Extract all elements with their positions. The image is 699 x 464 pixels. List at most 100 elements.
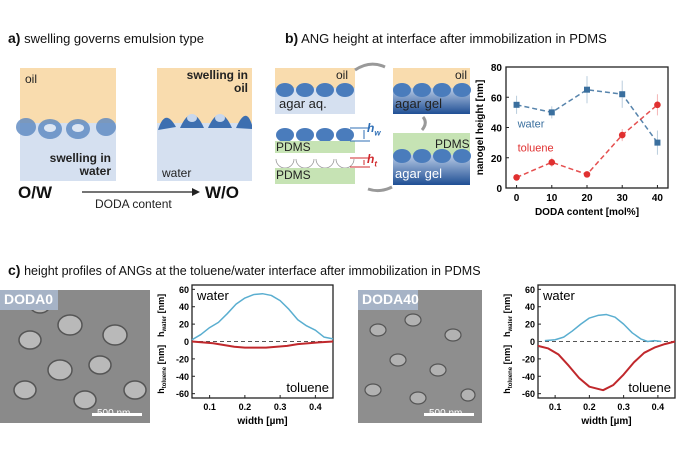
panel-b-letter: b) xyxy=(285,30,299,46)
y-tick-label: 60 xyxy=(179,285,189,295)
panel-b-title-text: ANG height at interface after immobiliza… xyxy=(301,31,607,46)
data-point-water xyxy=(548,109,555,116)
label-pdms-w: PDMS xyxy=(276,140,311,154)
legend-label-toluene: toluene xyxy=(286,380,329,395)
series-line-toluene xyxy=(191,340,334,349)
y-tick-label: 0 xyxy=(530,337,535,347)
data-point-water xyxy=(654,139,661,146)
ht-indicator xyxy=(350,157,370,168)
panel-a-title: a) swelling governs emulsion type xyxy=(8,30,204,46)
x-axis-label: width [µm] xyxy=(580,416,631,427)
y-tick-label: 20 xyxy=(525,320,535,330)
y-tick-label: 80 xyxy=(491,63,503,74)
panel-b-title: b) ANG height at interface after immobil… xyxy=(285,30,607,46)
label-ow: O/W xyxy=(18,183,52,202)
y-tick-label: 0 xyxy=(496,184,502,195)
x-tick-label: 40 xyxy=(652,193,664,204)
panel-c-title: c) height profiles of ANGs at the toluen… xyxy=(8,262,481,278)
y-axis-label-water: hwater [nm] xyxy=(502,294,514,337)
x-tick-label: 0.4 xyxy=(309,402,322,412)
label-hw-sub: w xyxy=(374,128,381,138)
series-line-water xyxy=(544,313,662,343)
label-agar-aq: agar aq. xyxy=(279,96,327,111)
data-point-toluene xyxy=(654,101,661,109)
panel-a-letter: a) xyxy=(8,30,21,46)
series-line-water xyxy=(516,88,659,144)
arrow-icon xyxy=(420,116,427,131)
x-tick-label: 0.1 xyxy=(203,402,216,412)
legend-label-water: water xyxy=(517,119,545,131)
arrow-icon xyxy=(354,62,386,72)
arrow-head-icon xyxy=(192,188,200,196)
y-tick-label: 40 xyxy=(179,302,189,312)
x-tick-label: 0.2 xyxy=(239,402,252,412)
label-ht: h xyxy=(367,152,375,166)
label-oil-right: oil xyxy=(455,68,468,82)
x-tick-label: 0.1 xyxy=(549,402,562,412)
label-doda-content: DODA content xyxy=(95,197,172,211)
scale-bar-label-1: 500 nm xyxy=(97,408,131,419)
x-tick-label: 0.3 xyxy=(617,402,630,412)
series-line-toluene xyxy=(537,340,676,392)
x-tick-label: 10 xyxy=(546,193,558,204)
x-tick-label: 0.3 xyxy=(274,402,287,412)
nanogels-left xyxy=(16,118,116,139)
data-point-water xyxy=(584,86,590,93)
scale-bar-label-2: 500 nm xyxy=(429,408,463,419)
data-point-toluene xyxy=(548,158,556,166)
sem-image-doda0 xyxy=(0,290,150,423)
y-tick-label: -20 xyxy=(176,354,189,364)
label-oil-left: oil xyxy=(25,72,38,86)
sem-image-doda40 xyxy=(358,290,482,423)
oil-phase-right xyxy=(157,68,252,123)
y-axis-label-toluene: htoluene [nm] xyxy=(502,345,514,394)
panel-b-schematic xyxy=(275,62,471,193)
data-point-water xyxy=(513,101,520,108)
nanogels-right xyxy=(158,114,252,130)
label-swelling-in-oil: swelling in oil xyxy=(186,68,248,95)
x-axis-label: DODA content [mol%] xyxy=(535,207,639,218)
y-axis-label: nanogel height [nm] xyxy=(475,80,486,176)
x-tick-label: 0.4 xyxy=(652,402,665,412)
y-tick-label: 20 xyxy=(491,154,503,165)
panel-a-title-text: swelling governs emulsion type xyxy=(24,31,205,46)
label-hw: h xyxy=(367,121,375,135)
legend-label-water: water xyxy=(196,288,229,303)
legend-label-toluene: toluene xyxy=(518,143,554,155)
doda-height-chart: 0 20 40 60 80 0 10 20 30 40 DODA content [mol%] nan… xyxy=(475,63,669,218)
y-tick-label: 40 xyxy=(491,124,503,135)
y-tick-label: 0 xyxy=(184,337,189,347)
label-ht-sub: t xyxy=(374,159,378,169)
nanogels-pdms xyxy=(276,128,354,142)
label-agar-gel-1: agar gel xyxy=(395,96,442,111)
y-axis-label-water: hwater [nm] xyxy=(156,294,168,337)
label-wo: W/O xyxy=(205,183,239,202)
label-pdms-right: PDMS xyxy=(435,137,470,151)
data-point-toluene xyxy=(513,174,520,181)
y-tick-label: 20 xyxy=(179,320,189,330)
data-point-toluene xyxy=(583,171,591,178)
legend-label-water: water xyxy=(542,288,575,303)
panel-c-letter: c) xyxy=(8,262,21,278)
label-agar-gel-2: agar gel xyxy=(395,166,442,181)
x-axis-label: width [µm] xyxy=(236,416,287,427)
label-pdms-t: PDMS xyxy=(276,168,311,182)
x-tick-label: 20 xyxy=(581,193,593,204)
label-water-right: water xyxy=(162,166,192,180)
y-tick-label: 60 xyxy=(491,93,503,104)
x-tick-label: 0.2 xyxy=(583,402,596,412)
y-tick-label: -20 xyxy=(522,354,535,364)
data-point-toluene xyxy=(618,131,626,139)
y-axis-label-toluene: htoluene [nm] xyxy=(156,345,168,394)
y-tick-label: -60 xyxy=(522,389,535,399)
x-tick-label: 30 xyxy=(617,193,629,204)
sem-label-doda40: DODA40 xyxy=(362,291,419,307)
label-swelling-in-water: swelling in water xyxy=(49,151,111,178)
label-oil: oil xyxy=(336,68,349,82)
oil-phase-left xyxy=(20,68,116,123)
hw-indicator xyxy=(350,127,370,142)
y-tick-label: 60 xyxy=(525,285,535,295)
arrow-icon xyxy=(367,185,393,193)
x-tick-label: 0 xyxy=(514,193,520,204)
